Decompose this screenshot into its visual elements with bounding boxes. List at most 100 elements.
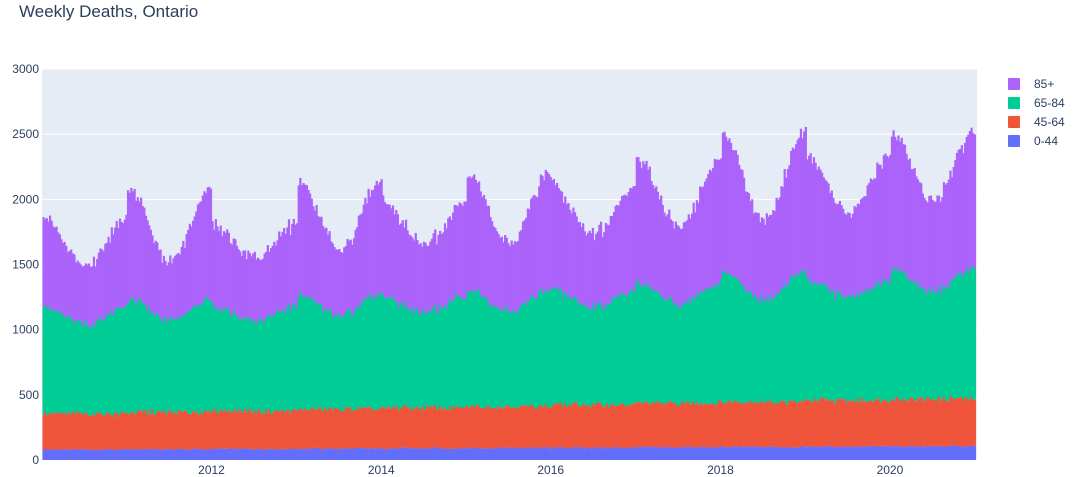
bar-65-84 xyxy=(963,273,967,398)
legend-item-65-84[interactable]: 65-84 xyxy=(1008,93,1065,112)
bar-65-84 xyxy=(962,277,965,401)
bar-85plus xyxy=(798,137,801,275)
bar-65-84 xyxy=(322,312,325,412)
bar-0-44 xyxy=(539,447,543,460)
bar-65-84 xyxy=(169,315,172,410)
bar-65-84 xyxy=(104,320,107,417)
bar-45-64 xyxy=(749,399,752,446)
bar-45-64 xyxy=(760,398,764,447)
bar-45-64 xyxy=(879,402,882,447)
bar-45-64 xyxy=(279,411,282,449)
bar-45-64 xyxy=(102,415,105,449)
bar-65-84 xyxy=(278,310,281,412)
bar-0-44 xyxy=(304,448,307,460)
bar-85plus xyxy=(890,136,894,273)
bar-65-84 xyxy=(859,294,863,401)
bar-65-84 xyxy=(933,289,936,400)
bar-0-44 xyxy=(785,447,788,460)
bar-0-44 xyxy=(159,449,162,460)
bar-65-84 xyxy=(749,290,752,400)
bar-45-64 xyxy=(148,410,151,449)
bar-45-64 xyxy=(365,407,369,449)
bar-45-64 xyxy=(783,400,786,448)
bar-45-64 xyxy=(973,399,976,447)
bar-85plus xyxy=(87,263,91,327)
bar-65-84 xyxy=(162,318,165,411)
bar-65-84 xyxy=(760,294,764,399)
bar-85plus xyxy=(547,173,551,292)
bar-85plus xyxy=(187,229,190,312)
bar-0-44 xyxy=(830,445,833,460)
bar-65-84 xyxy=(798,274,801,402)
bar-65-84 xyxy=(265,317,268,409)
bar-85plus xyxy=(60,239,63,316)
bar-85plus xyxy=(882,155,885,280)
bar-0-44 xyxy=(822,446,825,460)
bar-85plus xyxy=(677,226,681,309)
bar-65-84 xyxy=(281,309,284,410)
bar-45-64 xyxy=(226,411,229,449)
legend-item-0-44[interactable]: 0-44 xyxy=(1008,131,1065,150)
bar-45-64 xyxy=(687,400,690,447)
bar-0-44 xyxy=(104,450,107,460)
bar-65-84 xyxy=(439,303,442,405)
bar-85plus xyxy=(968,131,972,271)
bar-45-64 xyxy=(169,409,172,449)
bar-45-64 xyxy=(193,412,196,450)
bar-45-64 xyxy=(401,407,404,448)
legend-item-85plus[interactable]: 85+ xyxy=(1008,74,1065,93)
bar-45-64 xyxy=(786,403,790,448)
bar-0-44 xyxy=(934,446,937,460)
bar-45-64 xyxy=(611,403,614,448)
bar-65-84 xyxy=(521,303,525,406)
bar-65-84 xyxy=(252,320,255,414)
bar-85plus xyxy=(296,223,299,310)
bar-65-84 xyxy=(427,310,430,408)
bar-45-64 xyxy=(177,409,180,449)
bar-65-84 xyxy=(102,319,105,416)
bar-45-64 xyxy=(312,406,315,448)
bar-45-64 xyxy=(638,402,642,448)
bar-0-44 xyxy=(99,450,102,460)
bar-0-44 xyxy=(941,446,944,460)
bar-85plus xyxy=(603,232,606,310)
bar-0-44 xyxy=(695,446,699,460)
bar-0-44 xyxy=(505,447,508,460)
bar-45-64 xyxy=(764,403,767,448)
bar-65-84 xyxy=(122,308,125,413)
bar-45-64 xyxy=(874,399,877,447)
bar-65-84 xyxy=(627,293,630,405)
bar-45-64 xyxy=(479,407,482,449)
bar-85plus xyxy=(45,218,48,307)
bar-45-64 xyxy=(679,404,682,447)
bar-85plus xyxy=(806,159,809,279)
bar-85plus xyxy=(767,216,770,303)
bar-45-64 xyxy=(929,399,933,447)
legend-item-45-64[interactable]: 45-64 xyxy=(1008,112,1065,131)
bar-85plus xyxy=(437,234,440,313)
bar-85plus xyxy=(889,154,892,281)
bar-0-44 xyxy=(913,446,916,460)
bar-85plus xyxy=(361,213,364,303)
bar-45-64 xyxy=(278,411,281,450)
bar-85plus xyxy=(910,169,913,281)
bar-65-84 xyxy=(458,296,461,408)
bar-85plus xyxy=(247,250,250,317)
bar-65-84 xyxy=(370,293,373,409)
bar-85plus xyxy=(78,262,81,321)
bar-0-44 xyxy=(892,446,895,460)
bar-45-64 xyxy=(807,399,811,447)
bar-45-64 xyxy=(307,409,310,449)
bar-85plus xyxy=(351,244,354,318)
bar-0-44 xyxy=(591,447,595,460)
bar-45-64 xyxy=(297,409,300,450)
bar-65-84 xyxy=(954,278,957,400)
bar-65-84 xyxy=(647,286,650,402)
bar-65-84 xyxy=(86,324,89,415)
bar-85plus xyxy=(323,228,326,309)
bar-45-64 xyxy=(471,405,474,449)
bar-85plus xyxy=(344,246,347,313)
bar-65-84 xyxy=(591,302,595,403)
bar-85plus xyxy=(825,181,829,284)
bar-0-44 xyxy=(650,446,653,460)
